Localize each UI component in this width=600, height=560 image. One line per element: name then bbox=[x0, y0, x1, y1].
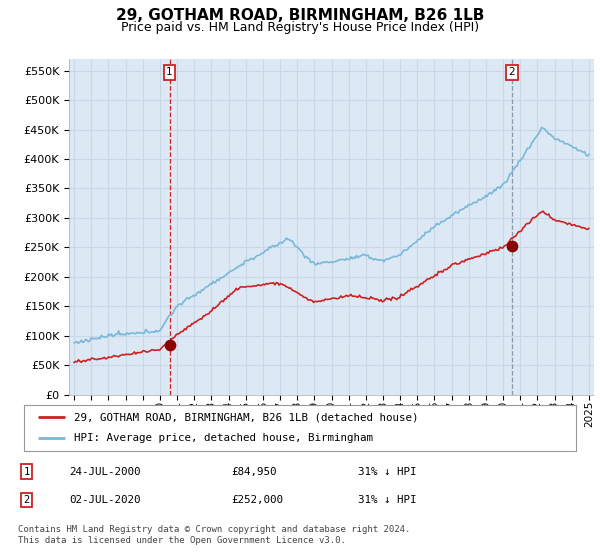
Text: £252,000: £252,000 bbox=[231, 495, 283, 505]
Text: HPI: Average price, detached house, Birmingham: HPI: Average price, detached house, Birm… bbox=[74, 433, 373, 444]
Text: 1: 1 bbox=[23, 466, 29, 477]
Text: 31% ↓ HPI: 31% ↓ HPI bbox=[358, 466, 416, 477]
Text: 1: 1 bbox=[166, 67, 173, 77]
Text: Contains HM Land Registry data © Crown copyright and database right 2024.
This d: Contains HM Land Registry data © Crown c… bbox=[18, 525, 410, 545]
Text: £84,950: £84,950 bbox=[231, 466, 277, 477]
Text: 2: 2 bbox=[508, 67, 515, 77]
Text: 02-JUL-2020: 02-JUL-2020 bbox=[70, 495, 141, 505]
Text: Price paid vs. HM Land Registry's House Price Index (HPI): Price paid vs. HM Land Registry's House … bbox=[121, 21, 479, 34]
Text: 24-JUL-2000: 24-JUL-2000 bbox=[70, 466, 141, 477]
Text: 29, GOTHAM ROAD, BIRMINGHAM, B26 1LB (detached house): 29, GOTHAM ROAD, BIRMINGHAM, B26 1LB (de… bbox=[74, 412, 418, 422]
Text: 2: 2 bbox=[23, 495, 29, 505]
Point bbox=[507, 242, 517, 251]
Text: 31% ↓ HPI: 31% ↓ HPI bbox=[358, 495, 416, 505]
Text: 29, GOTHAM ROAD, BIRMINGHAM, B26 1LB: 29, GOTHAM ROAD, BIRMINGHAM, B26 1LB bbox=[116, 8, 484, 24]
Point bbox=[165, 340, 175, 349]
